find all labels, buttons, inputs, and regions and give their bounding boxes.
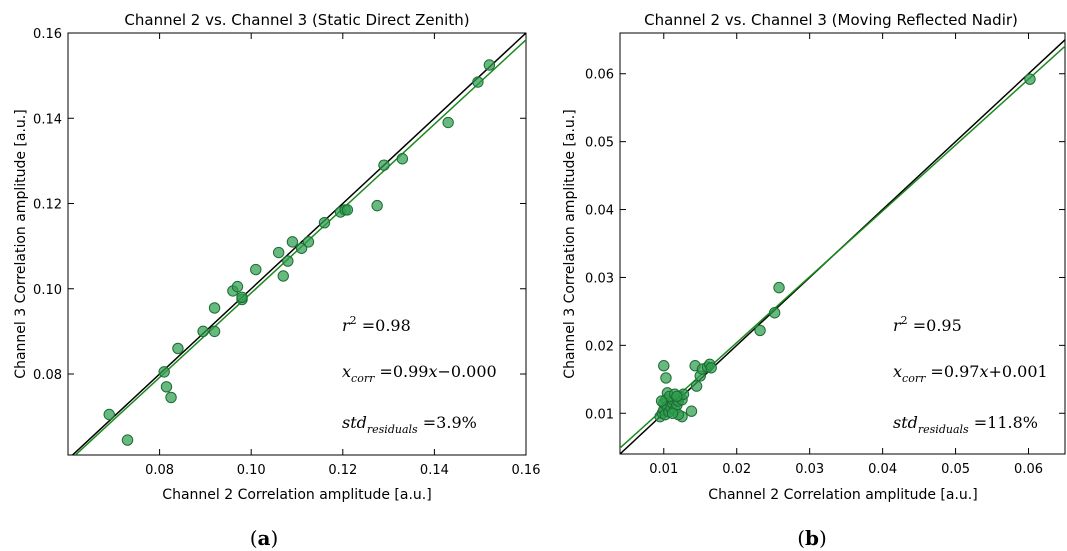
chart-b-x-tick-label: 0.03 <box>795 462 824 477</box>
chart-a-point <box>158 366 170 378</box>
chart-b-fit-slope: 0.97 <box>944 362 980 381</box>
chart-a-x-label: Channel 2 Correlation amplitude [a.u.] <box>162 487 431 503</box>
chart-b-x-tick-label: 0.01 <box>649 462 678 477</box>
chart-b-point <box>773 281 785 294</box>
chart-b-point <box>685 405 698 417</box>
chart-b-lines <box>620 38 1065 454</box>
chart-b-std-annotation: stdresiduals =11.8% <box>893 413 1038 436</box>
chart-b-y-tick-label: 0.04 <box>585 204 614 219</box>
chart-a-point <box>318 216 331 229</box>
chart-b-x-tick-label: 0.04 <box>868 462 897 477</box>
chart-a-r2-annotation: r2 =0.98 <box>342 314 411 335</box>
chart-a-y-tick-label: 0.16 <box>33 27 62 42</box>
chart-a-y-tick-label: 0.08 <box>33 368 62 383</box>
chart-b-y-label: Channel 3 Correlation amplitude [a.u.] <box>562 109 578 378</box>
chart-a-y-label: Channel 3 Correlation amplitude [a.u.] <box>13 109 29 378</box>
chart-a-point <box>341 204 354 216</box>
chart-b-point <box>666 407 679 419</box>
chart-a-x-tick-label: 0.14 <box>420 463 449 478</box>
chart-b-points <box>654 73 1036 423</box>
chart-b-r2-annotation: r2 =0.95 <box>893 314 962 335</box>
chart-b-fit-line <box>620 45 1065 450</box>
chart-a-x-tick-label: 0.08 <box>145 463 174 478</box>
chart-a-y-tick-label: 0.12 <box>33 198 62 213</box>
chart-a-point <box>197 325 209 338</box>
chart-a-point <box>272 246 285 259</box>
chart-a-plot-area <box>67 32 527 456</box>
chart-a-y-tick-label: 0.10 <box>33 283 62 298</box>
panel-b-label: (b) <box>797 526 827 550</box>
chart-a-x-tick-label: 0.16 <box>512 463 541 478</box>
chart-a-point <box>236 291 248 303</box>
chart-a-point <box>121 434 134 446</box>
chart-b-y-tick-label: 0.01 <box>585 407 614 422</box>
chart-a-points <box>103 59 496 446</box>
chart-a-x-tick-label: 0.10 <box>237 463 266 478</box>
chart-a-point <box>483 59 496 71</box>
chart-b-point <box>1024 73 1036 85</box>
chart-a-x-ticks: 0.08 0.10 0.12 0.14 0.16 <box>145 33 540 478</box>
chart-a-std-value: 3.9% <box>436 413 477 432</box>
chart-a-point <box>378 159 390 171</box>
chart-b-x-ticks: 0.01 0.02 0.03 0.04 0.05 0.06 <box>649 33 1043 477</box>
chart-b-x-tick-label: 0.06 <box>1014 462 1043 477</box>
chart-b-point <box>705 362 717 374</box>
chart-a-x-tick-label: 0.12 <box>328 463 357 478</box>
chart-a-point <box>231 280 244 293</box>
chart-b-plot-area <box>619 32 1066 455</box>
chart-b-point <box>690 380 703 392</box>
chart-b-point <box>671 390 683 402</box>
chart-b-y-ticks: 0.01 0.02 0.03 0.04 0.05 0.06 <box>585 68 1065 422</box>
chart-a-point <box>286 236 299 248</box>
chart-a-title: Channel 2 vs. Channel 3 (Static Direct Z… <box>124 11 469 29</box>
chart-a-fit-slope: 0.99 <box>393 362 429 381</box>
chart-a-point <box>442 116 454 129</box>
chart-a-fit-annotation: xcorr =0.99x−0.000 <box>342 362 497 385</box>
chart-b-point <box>754 324 766 337</box>
chart-b-y-tick-label: 0.05 <box>585 136 614 151</box>
chart-a-fit-rest: −0.000 <box>438 362 497 381</box>
panel-b: Channel 2 vs. Channel 3 (Moving Reflecte… <box>562 11 1066 550</box>
chart-a-point <box>160 381 173 393</box>
chart-a-point <box>165 391 177 404</box>
chart-a-point <box>295 242 308 254</box>
chart-b-fit-annotation: xcorr =0.97x+0.001 <box>893 362 1048 385</box>
chart-b-fit-rest: +0.001 <box>989 362 1048 381</box>
chart-b-std-value: 11.8% <box>987 413 1038 432</box>
panel-a-label: (a) <box>250 526 279 550</box>
chart-b-point <box>658 360 670 372</box>
chart-b-y-tick-label: 0.03 <box>585 271 614 286</box>
chart-b-point <box>768 307 781 319</box>
chart-b-y-tick-label: 0.06 <box>585 68 614 83</box>
chart-b-x-tick-label: 0.05 <box>941 462 970 477</box>
chart-a-point <box>208 302 221 314</box>
chart-b-title: Channel 2 vs. Channel 3 (Moving Reflecte… <box>644 11 1018 29</box>
chart-a-point <box>282 255 294 267</box>
chart-a-point <box>277 270 289 282</box>
chart-b-point <box>655 395 668 407</box>
chart-a-y-ticks: 0.08 0.10 0.12 0.14 0.16 <box>33 27 526 383</box>
chart-a-lines <box>71 33 526 455</box>
chart-a-point <box>396 153 409 165</box>
chart-a-point <box>172 342 184 355</box>
chart-b-x-tick-label: 0.02 <box>722 462 751 477</box>
chart-a-point <box>371 199 383 212</box>
chart-a-point <box>103 408 115 421</box>
chart-a-point <box>302 236 315 248</box>
chart-a-y-tick-label: 0.14 <box>33 112 62 127</box>
chart-a-point <box>472 76 484 88</box>
chart-b-r2-value: 0.95 <box>926 316 962 335</box>
chart-a-point <box>250 263 262 276</box>
chart-b-y-tick-label: 0.02 <box>585 339 614 354</box>
chart-a-fit-line <box>74 38 526 455</box>
chart-b-point <box>660 372 672 384</box>
chart-a-point <box>208 325 221 338</box>
chart-b-x-label: Channel 2 Correlation amplitude [a.u.] <box>708 487 977 503</box>
panel-a: Channel 2 vs. Channel 3 (Static Direct Z… <box>13 11 540 550</box>
chart-a-std-annotation: stdresiduals =3.9% <box>342 413 477 436</box>
chart-a-r2-value: 0.98 <box>375 316 411 335</box>
